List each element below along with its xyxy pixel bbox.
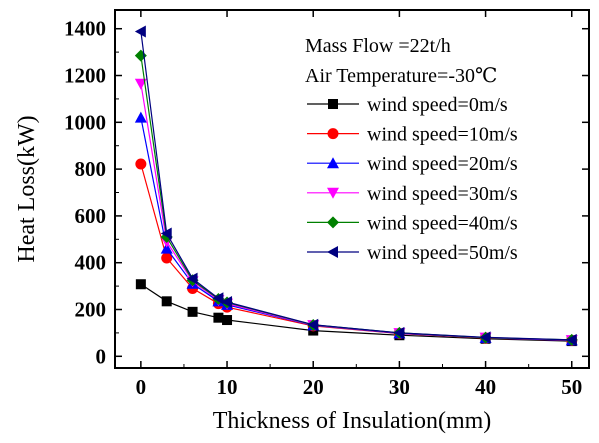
legend-label: wind speed=30m/s — [367, 183, 518, 205]
data-point — [479, 331, 491, 344]
legend-marker — [328, 99, 338, 109]
legend-marker — [327, 157, 339, 169]
annotations: Mass Flow =22t/h Air Temperature=-30℃ — [305, 35, 497, 87]
data-point — [134, 111, 147, 123]
data-point — [135, 158, 147, 170]
y-tick-label: 200 — [75, 298, 107, 322]
x-tick-label: 40 — [475, 375, 496, 399]
data-point — [135, 279, 146, 290]
legend: wind speed=0m/s wind speed=10m/s wind spee… — [307, 94, 518, 264]
data-point — [307, 318, 319, 331]
legend-label: wind speed=40m/s — [367, 212, 518, 234]
plot-frame — [114, 9, 590, 369]
data-point — [221, 296, 233, 309]
x-tick-label: 30 — [389, 375, 410, 399]
legend-item-5: wind speed=50m/s — [307, 242, 518, 264]
data-point — [393, 326, 405, 339]
x-tick-label: 20 — [303, 375, 324, 399]
legend-item-2: wind speed=20m/s — [307, 153, 518, 175]
annotation-air-temperature: Air Temperature=-30℃ — [305, 65, 497, 87]
legend-label: wind speed=0m/s — [367, 94, 508, 116]
legend-marker — [327, 216, 339, 229]
y-tick-label: 1400 — [64, 17, 106, 41]
legend-marker — [327, 246, 338, 258]
y-tick-label: 600 — [75, 204, 107, 228]
x-tick-label: 50 — [561, 375, 582, 399]
y-tick-label: 0 — [96, 344, 107, 368]
data-point — [134, 78, 147, 90]
legend-item-3: wind speed=30m/s — [307, 183, 518, 205]
x-tick-label: 10 — [217, 375, 238, 399]
legend-marker — [327, 187, 339, 199]
data-point — [160, 242, 173, 254]
x-tick-label: 0 — [136, 375, 147, 399]
legend-label: wind speed=10m/s — [367, 124, 518, 146]
legend-label: wind speed=20m/s — [367, 153, 518, 175]
annotation-mass-flow: Mass Flow =22t/h — [305, 35, 451, 57]
data-point — [213, 312, 224, 323]
series-0 — [135, 279, 577, 347]
legend-marker — [327, 128, 339, 140]
data-point — [160, 227, 172, 240]
data-point — [222, 315, 233, 326]
legend-item-4: wind speed=40m/s — [307, 212, 518, 234]
data-point — [186, 272, 198, 285]
series-layer — [134, 25, 578, 347]
y-tick-label: 400 — [75, 251, 107, 275]
data-point — [212, 292, 224, 305]
legend-item-0: wind speed=0m/s — [307, 94, 508, 116]
data-point — [161, 296, 172, 307]
legend-item-1: wind speed=10m/s — [307, 124, 518, 146]
series-5 — [134, 25, 577, 346]
y-tick-label: 1200 — [64, 64, 106, 88]
data-point — [565, 333, 577, 346]
data-point — [134, 25, 146, 38]
y-axis-title: Heat Loss(kW) — [14, 115, 40, 262]
axis-ticks: 0 10 20 30 40 50 0 200 400 600 800 1000 1200 1400 — [64, 10, 589, 399]
y-tick-label: 1000 — [64, 110, 106, 134]
data-point — [161, 252, 173, 264]
y-tick-label: 800 — [75, 157, 107, 181]
legend-label: wind speed=50m/s — [367, 242, 518, 264]
x-axis-title: Thickness of Insulation(mm) — [213, 408, 492, 434]
data-point — [187, 306, 198, 317]
